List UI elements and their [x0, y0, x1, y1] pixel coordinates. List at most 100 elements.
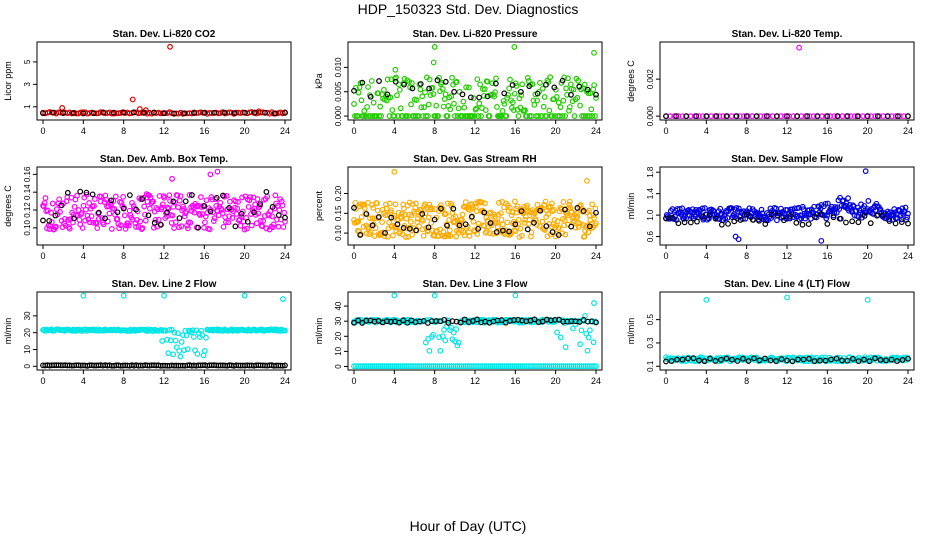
data-point	[579, 113, 585, 119]
reference-point	[756, 357, 763, 364]
reference-point	[70, 110, 77, 116]
x-tick-label: 0	[351, 376, 356, 386]
data-point	[452, 113, 458, 119]
data-point	[904, 214, 911, 221]
reference-point	[713, 113, 720, 120]
data-point	[247, 194, 254, 200]
data-point	[484, 78, 491, 85]
reference-point	[518, 208, 525, 215]
reference-point	[725, 220, 731, 227]
data-point	[429, 84, 436, 91]
data-point	[501, 100, 508, 107]
data-point	[574, 94, 581, 101]
x-tick-label: 20	[551, 126, 561, 136]
data-point	[466, 233, 473, 239]
reference-point	[509, 82, 516, 88]
data-point	[108, 226, 115, 232]
y-tick-label: 0.000	[646, 106, 655, 127]
reference-point	[681, 219, 688, 226]
reference-point	[145, 212, 152, 219]
data-point	[366, 113, 372, 119]
reference-point	[593, 319, 599, 326]
data-point	[447, 233, 454, 239]
data-point	[905, 210, 911, 217]
data-point	[498, 216, 505, 223]
data-point	[509, 99, 516, 106]
reference-point	[201, 109, 208, 116]
data-point	[150, 198, 156, 205]
reference-point	[743, 211, 750, 218]
x-tick-label: 24	[280, 251, 290, 261]
data-point	[460, 98, 467, 105]
data-point	[470, 95, 477, 102]
data-point	[406, 211, 412, 218]
data-point	[699, 205, 706, 212]
reference-point	[498, 317, 505, 323]
reference-point	[275, 212, 282, 219]
data-point	[470, 218, 477, 225]
x-tick-label: 0	[663, 126, 668, 136]
data-point	[176, 347, 183, 354]
outlier-point	[392, 66, 399, 73]
data-point	[473, 105, 480, 112]
panel-title: Stan. Dev. Li-820 Pressure	[413, 29, 538, 40]
y-tick-label: 1	[23, 104, 32, 109]
data-point	[506, 85, 513, 92]
reference-point	[89, 191, 96, 198]
data-point	[511, 90, 518, 97]
x-tick-label: 8	[121, 376, 126, 386]
panel-7: Stan. Dev. Line 2 Flow 0 4 8 12 16 20 24 0 10 20 30…	[3, 279, 292, 386]
reference-point	[861, 212, 868, 219]
reference-point	[712, 215, 719, 222]
plot-frame	[347, 291, 603, 371]
data-point	[449, 74, 456, 81]
data-point	[590, 339, 597, 346]
reference-point	[238, 210, 245, 217]
reference-point	[849, 218, 856, 225]
data-point	[201, 348, 208, 354]
data-point	[822, 200, 829, 207]
x-tick-label: 0	[40, 126, 45, 136]
data-point	[82, 217, 88, 224]
data-point	[404, 225, 410, 232]
y-tick-label: 30	[334, 316, 343, 325]
data-point	[418, 104, 425, 111]
reference-point	[261, 109, 268, 116]
data-point	[220, 223, 227, 230]
x-tick-label: 16	[199, 251, 209, 261]
reference-point	[195, 224, 202, 231]
data-point	[515, 216, 522, 223]
data-point	[384, 76, 391, 83]
panel-title: Stan. Dev. Sample Flow	[731, 154, 843, 165]
x-tick-label: 12	[782, 126, 792, 136]
data-point	[62, 222, 69, 229]
data-point	[854, 204, 861, 211]
data-point	[352, 199, 359, 206]
data-point	[75, 207, 82, 213]
reference-point	[675, 220, 682, 227]
data-point	[389, 107, 396, 113]
reference-point	[745, 358, 752, 364]
reference-point	[526, 83, 533, 90]
reference-point	[487, 220, 494, 226]
data-point	[420, 232, 427, 239]
data-point	[391, 113, 398, 119]
reference-point	[80, 110, 87, 117]
reference-point	[867, 220, 874, 227]
data-point	[437, 347, 444, 354]
data-point	[558, 206, 565, 213]
data-point	[453, 233, 460, 240]
data-point	[179, 332, 186, 338]
data-point	[272, 192, 279, 199]
data-point	[557, 334, 564, 341]
x-tick-label: 8	[121, 251, 126, 261]
x-tick-label: 0	[351, 251, 356, 261]
reference-point	[833, 355, 840, 362]
reference-point	[52, 212, 59, 219]
data-point	[407, 218, 414, 225]
data-point	[402, 234, 409, 240]
data-point	[845, 195, 852, 202]
reference-point	[874, 113, 881, 120]
reference-point	[450, 205, 457, 212]
reference-point	[767, 357, 774, 364]
